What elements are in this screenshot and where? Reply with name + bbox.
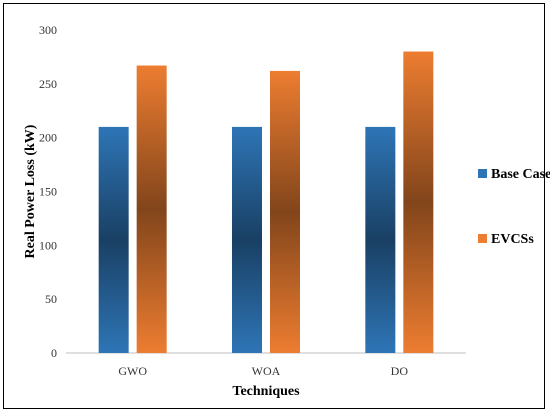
bar-evcss-gwo — [136, 65, 167, 353]
y-tick-label: 250 — [39, 77, 57, 91]
bar-base-case-do — [365, 126, 396, 354]
legend-label: Base Case — [491, 167, 550, 182]
bar-base-case-gwo — [98, 126, 129, 354]
x-tick-label: DO — [391, 364, 409, 378]
x-tick-label: WOA — [252, 364, 281, 378]
bar-evcss-woa — [270, 70, 300, 353]
x-tick-label: GWO — [118, 364, 147, 378]
y-tick-label: 200 — [39, 131, 57, 145]
legend-swatch — [478, 234, 487, 243]
y-tick-label: 150 — [39, 185, 57, 199]
y-axis-ticks: 0 50 100 150 200 250 300 — [39, 23, 57, 360]
x-axis-ticks: GWO WOA DO — [118, 364, 408, 378]
bar-base-case-woa — [232, 126, 262, 354]
legend: Base Case EVCSs — [478, 167, 550, 247]
y-tick-label: 300 — [39, 23, 57, 37]
y-tick-label: 0 — [51, 346, 57, 360]
legend-swatch — [478, 169, 487, 178]
bar-evcss-do — [403, 51, 434, 354]
bars-group — [98, 51, 434, 354]
legend-label: EVCSs — [491, 232, 534, 247]
y-tick-label: 50 — [45, 292, 57, 306]
x-axis-title: Techniques — [232, 384, 300, 399]
y-axis-title: Real Power Loss (kW) — [23, 124, 38, 258]
y-tick-label: 100 — [39, 238, 57, 252]
